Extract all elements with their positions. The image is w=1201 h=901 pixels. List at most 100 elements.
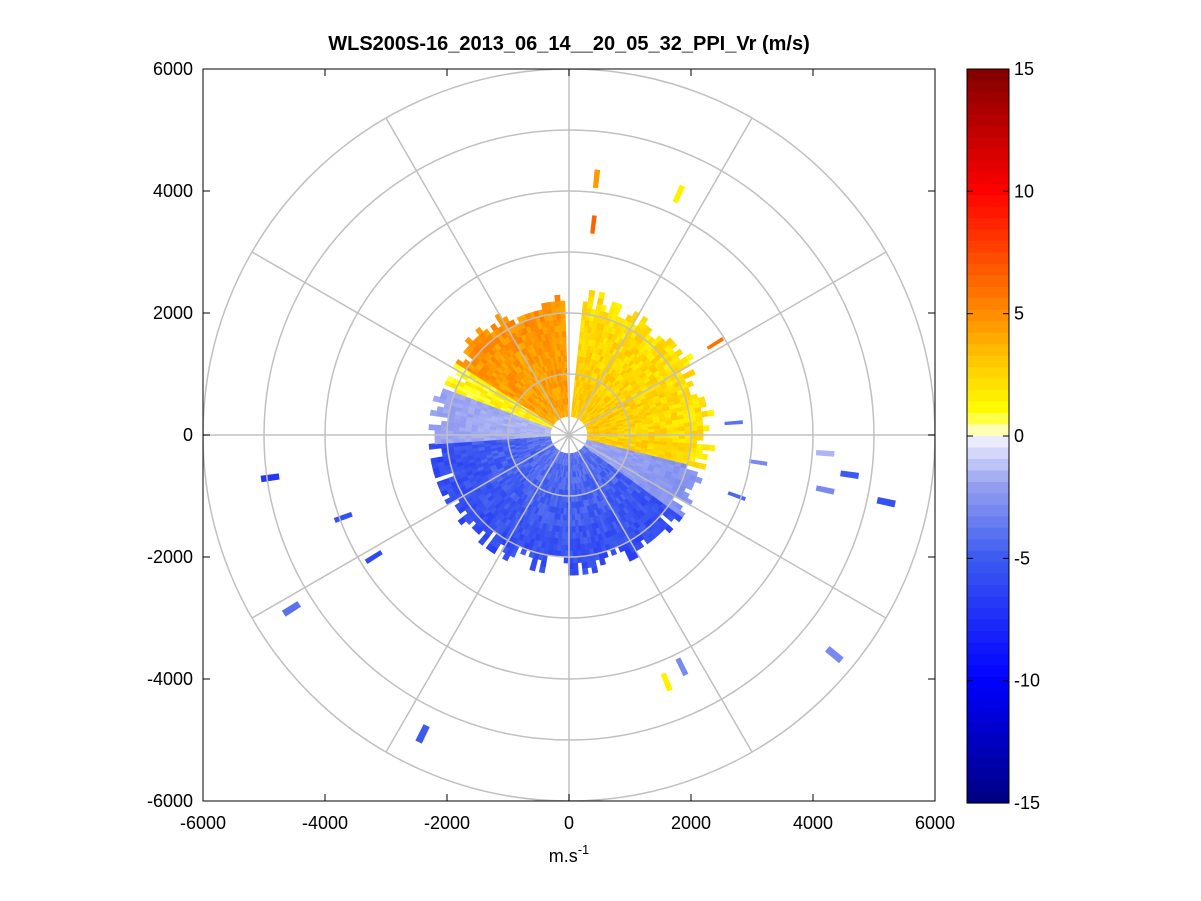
velocity-cell: [523, 529, 531, 538]
velocity-cell: [521, 486, 528, 493]
velocity-cell: [547, 480, 553, 487]
velocity-cell: [635, 512, 643, 520]
velocity-cell: [558, 331, 563, 338]
velocity-cell: [551, 448, 557, 454]
velocity-cell: [471, 379, 480, 387]
velocity-cell: [667, 479, 676, 487]
velocity-cell: [550, 376, 555, 383]
velocity-cell: [550, 417, 556, 423]
velocity-cell: [513, 510, 521, 518]
velocity-cell: [575, 458, 579, 465]
velocity-cell: [532, 392, 538, 399]
velocity-cell: [453, 441, 460, 448]
velocity-cell: [627, 416, 635, 421]
velocity-cell: [493, 502, 502, 510]
velocity-cell: [452, 430, 460, 435]
velocity-cell: [498, 498, 506, 506]
velocity-cell: [630, 371, 638, 379]
velocity-cell: [555, 380, 560, 388]
velocity-cell: [585, 555, 592, 563]
velocity-cell: [429, 409, 438, 417]
velocity-cell: [588, 449, 594, 455]
velocity-cell: [609, 347, 616, 355]
velocity-cell: [497, 478, 505, 486]
velocity-cell: [544, 478, 550, 486]
velocity-cell: [573, 386, 577, 393]
velocity-cell: [587, 377, 593, 385]
velocity-cell: [587, 415, 594, 421]
velocity-cell: [658, 392, 666, 400]
velocity-cell: [614, 400, 622, 407]
velocity-cell: [584, 421, 590, 426]
velocity-cell: [615, 481, 622, 489]
velocity-cell: [548, 445, 555, 451]
velocity-cell: [555, 393, 560, 401]
colorbar-swatch: [967, 734, 1009, 747]
velocity-cell: [541, 497, 547, 505]
velocity-cell: [606, 374, 613, 381]
velocity-cell: [518, 454, 526, 460]
velocity-cell: [598, 464, 605, 471]
velocity-cell: [581, 487, 586, 495]
velocity-cell: [543, 399, 549, 406]
velocity-cell: [545, 440, 552, 444]
velocity-cell: [507, 372, 515, 380]
velocity-cell: [555, 456, 560, 464]
velocity-cell: [559, 464, 563, 472]
velocity-cell: [565, 502, 569, 509]
velocity-cell: [632, 479, 641, 486]
velocity-cell: [589, 378, 595, 386]
velocity-cell: [613, 328, 621, 337]
velocity-cell: [592, 439, 600, 442]
velocity-cell: [577, 457, 581, 464]
velocity-cell: [601, 377, 608, 385]
velocity-cell: [527, 467, 534, 474]
colorbar-swatch: [967, 355, 1009, 368]
velocity-cell: [528, 396, 535, 403]
velocity-cell: [592, 402, 598, 408]
velocity-cell: [553, 475, 558, 483]
velocity-cell: [538, 435, 545, 438]
velocity-cell: [541, 490, 547, 498]
velocity-cell: [447, 450, 455, 457]
velocity-cell: [595, 347, 601, 355]
velocity-cell: [636, 405, 644, 411]
velocity-cell: [471, 440, 479, 446]
velocity-cell: [622, 507, 630, 515]
velocity-cell: [585, 424, 592, 428]
velocity-cell: [503, 415, 511, 421]
velocity-cell: [535, 466, 542, 473]
velocity-cell: [590, 478, 595, 485]
colorbar-swatch: [967, 481, 1009, 494]
velocity-cell: [606, 345, 613, 354]
velocity-cell: [629, 353, 637, 361]
velocity-cell: [631, 481, 639, 489]
velocity-cell: [526, 345, 533, 353]
velocity-cell: [512, 477, 520, 485]
velocity-cell: [534, 465, 541, 472]
velocity-cell: [587, 498, 592, 506]
velocity-cell: [495, 350, 503, 358]
velocity-cell: [608, 462, 615, 468]
velocity-cell: [584, 410, 589, 417]
velocity-cell: [646, 361, 654, 369]
velocity-cell: [545, 441, 553, 445]
velocity-cell: [548, 467, 553, 474]
velocity-cell: [529, 344, 536, 352]
velocity-cell: [487, 474, 496, 481]
velocity-cell: [532, 526, 539, 534]
velocity-cell: [552, 448, 558, 454]
velocity-cell: [510, 332, 519, 340]
velocity-cell: [575, 532, 580, 539]
velocity-cell: [560, 411, 564, 418]
velocity-cell: [470, 382, 478, 390]
velocity-cell: [592, 469, 598, 476]
velocity-cell: [609, 369, 617, 377]
velocity-cell: [502, 420, 510, 425]
velocity-cell: [623, 520, 631, 529]
velocity-cell: [483, 480, 492, 487]
velocity-cell: [603, 420, 610, 424]
colorbar-swatch: [967, 608, 1009, 621]
velocity-cell: [660, 428, 667, 433]
azimuth-spoke: [568, 434, 887, 619]
